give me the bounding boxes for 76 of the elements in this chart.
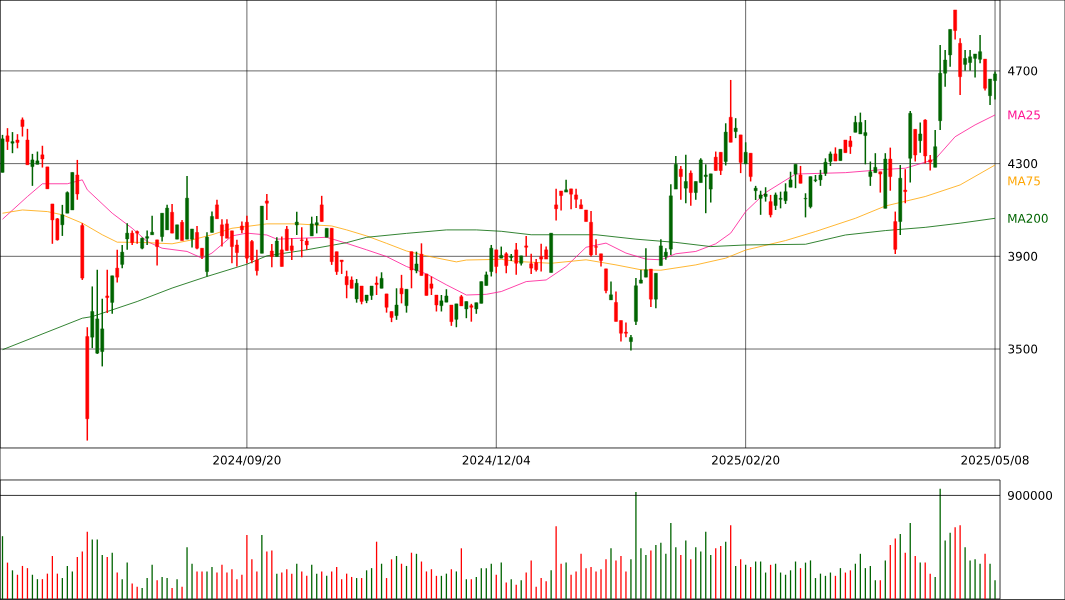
candlestick — [878, 170, 883, 194]
candlestick — [793, 163, 798, 189]
candlestick — [743, 141, 748, 165]
candlestick — [75, 159, 80, 201]
candlestick — [45, 166, 50, 190]
candlestick — [514, 242, 519, 276]
candlestick — [708, 173, 713, 204]
line-series — [2, 164, 996, 271]
candlestick — [768, 194, 773, 219]
candlestick — [748, 152, 753, 183]
candlestick — [120, 244, 124, 269]
candlestick — [359, 285, 364, 306]
candlestick — [270, 243, 274, 268]
candlestick — [354, 278, 359, 304]
candlestick — [5, 127, 10, 151]
y-tick-label: 3500 — [1008, 344, 1038, 354]
candlestick — [559, 190, 563, 212]
candlestick — [210, 210, 214, 234]
candlestick — [105, 269, 110, 314]
candlestick — [644, 247, 648, 278]
candlestick — [679, 165, 683, 201]
candlestick — [20, 116, 25, 138]
candlestick — [733, 117, 738, 139]
candlestick — [604, 268, 608, 294]
candlestick — [10, 131, 15, 154]
candlestick — [504, 251, 509, 274]
candlestick — [180, 219, 184, 242]
candlestick — [933, 129, 937, 169]
candlestick — [215, 199, 219, 220]
candlestick — [684, 154, 688, 204]
y-tick-label: 3900 — [1008, 251, 1038, 261]
candlestick — [394, 287, 399, 321]
series-label: MA200 — [1008, 213, 1048, 223]
candlestick — [265, 193, 269, 221]
candlestick — [888, 146, 893, 192]
candlestick — [399, 274, 404, 305]
candlestick — [953, 9, 957, 41]
candlestick — [609, 280, 613, 301]
candlestick — [115, 249, 120, 284]
text: 900000 — [1007, 490, 1053, 500]
candlestick — [524, 235, 528, 258]
candlestick — [554, 188, 558, 222]
candlestick — [688, 169, 693, 207]
candlestick — [319, 195, 324, 223]
candlestick — [170, 203, 174, 234]
candlestick — [928, 154, 932, 172]
series-label: MA75 — [1008, 176, 1040, 186]
candlestick — [564, 179, 568, 193]
candlestick — [639, 269, 643, 284]
candlestick — [150, 215, 154, 236]
candlestick — [294, 211, 299, 236]
candlestick — [384, 293, 389, 314]
x-tick-label: 2024/12/04 — [462, 455, 531, 466]
candlestick — [918, 121, 923, 154]
candlestick — [404, 288, 409, 314]
candlestick — [40, 145, 45, 169]
candlestick — [125, 222, 129, 251]
x-tick-label: 2025/02/20 — [712, 455, 780, 466]
line-series — [2, 114, 996, 296]
y-tick-label: 4700 — [1008, 66, 1038, 76]
candlestick — [509, 253, 514, 262]
candlestick — [449, 304, 454, 327]
candlestick — [414, 250, 419, 274]
candlestick — [275, 236, 279, 258]
candlestick — [155, 239, 159, 267]
candlestick — [409, 250, 414, 290]
x-tick-label: 2025/05/08 — [961, 455, 1029, 466]
candlestick — [374, 275, 379, 296]
x-tick-label: 2024/09/20 — [213, 455, 281, 466]
candlestick — [454, 303, 459, 328]
candlestick — [489, 244, 494, 278]
candlestick — [60, 204, 65, 237]
series-label: MA25 — [1008, 110, 1040, 120]
y-tick-label: 4300 — [1008, 159, 1038, 169]
candlestick — [903, 168, 908, 204]
candlestick — [494, 249, 499, 274]
